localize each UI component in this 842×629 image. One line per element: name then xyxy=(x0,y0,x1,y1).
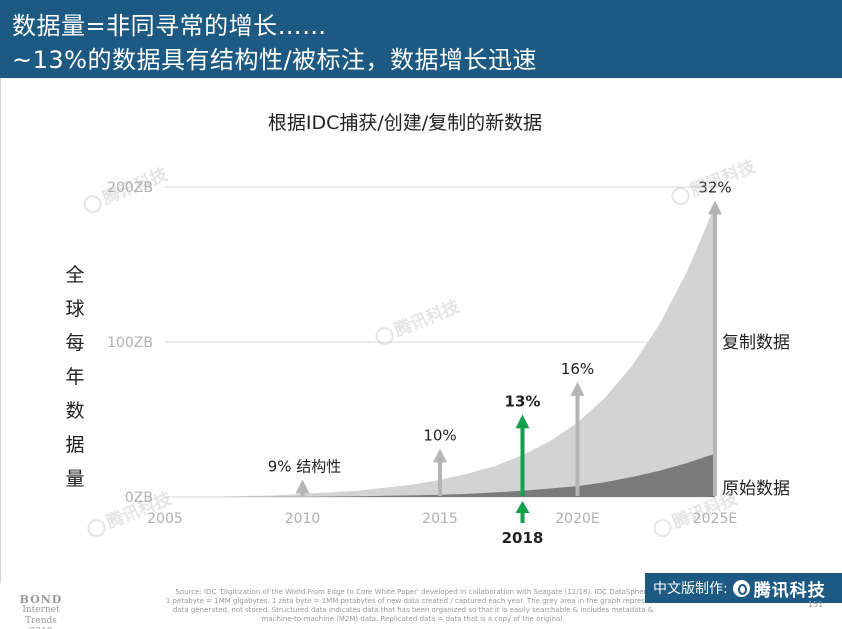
y-tick-label: 100ZB xyxy=(107,335,153,351)
page-number: 151 xyxy=(808,600,824,609)
x-tick-label: 2015 xyxy=(422,511,458,527)
credit-label: 中文版制作: xyxy=(653,581,728,597)
y-axis-label-char: 球 xyxy=(65,298,85,320)
y-axis-label-char: 每 xyxy=(65,332,85,354)
credit-brand: 腾讯科技 xyxy=(753,580,826,601)
y-axis-label: 全球每年数据量 xyxy=(60,258,90,496)
arrow-shaft xyxy=(575,393,580,496)
x-tick-label: 2010 xyxy=(285,511,321,527)
y-axis-label-char: 量 xyxy=(65,468,85,490)
share-label: 13% xyxy=(505,392,541,410)
y-tick-label: 0ZB xyxy=(125,490,153,506)
source-line: data generated, not stored. Structured d… xyxy=(172,606,654,614)
arrow-head xyxy=(515,414,530,429)
share-label: 32% xyxy=(698,179,731,197)
series-label: 原始数据 xyxy=(722,479,790,499)
arrow-shaft xyxy=(713,212,717,496)
x-tick-label: 2005 xyxy=(147,511,183,527)
chart-title: 根据IDC捕获/创建/复制的新数据 xyxy=(267,112,543,134)
share-label: 16% xyxy=(561,360,594,378)
title-banner: 数据量=非同寻常的增长…… ~13%的数据具有结构性/被标注，数据增长迅速 xyxy=(0,0,842,78)
page-subtitle: ~13%的数据具有结构性/被标注，数据增长迅速 xyxy=(12,46,538,74)
y-axis-label-char: 年 xyxy=(65,366,85,388)
series-label: 复制数据 xyxy=(722,333,790,353)
arrow-head xyxy=(433,448,447,463)
highlight-year-label: 2018 xyxy=(502,529,544,547)
y-axis-label-char: 数 xyxy=(65,400,85,422)
source-line: 1 petabyte = 1MM gigabytes, 1 zeta byte … xyxy=(165,597,661,605)
y-axis-label-char: 全 xyxy=(65,264,85,286)
x-tick-label: 2020E xyxy=(555,511,599,527)
arrow-head xyxy=(708,200,722,215)
arrow-shaft xyxy=(520,426,525,496)
report-year-label: 2019 xyxy=(6,627,76,629)
highlight-arrow-head xyxy=(515,501,530,513)
source-line: machine-to-machine (M2M) data. Replicate… xyxy=(261,615,565,623)
arrow-shaft xyxy=(438,460,442,496)
highlight-arrow-shaft xyxy=(520,511,525,523)
arrow-shaft xyxy=(300,491,305,496)
source-note: Source: IDC 'Digitization of the World F… xyxy=(158,588,668,624)
y-axis-label-char: 据 xyxy=(65,434,85,456)
left-border-line xyxy=(0,78,1,583)
credit-bar: 中文版制作: 腾讯科技 xyxy=(645,573,842,603)
share-label: 9% 结构性 xyxy=(268,458,342,476)
bond-label: BOND xyxy=(19,593,63,606)
page-title: 数据量=非同寻常的增长…… xyxy=(12,12,327,40)
tencent-logo-icon xyxy=(732,579,750,597)
share-label: 10% xyxy=(423,427,456,445)
x-tick-label: 2025E xyxy=(693,511,737,527)
source-line: Source: IDC 'Digitization of the World F… xyxy=(175,588,651,596)
arrow-head xyxy=(570,381,585,396)
internet-trends-label: Internet Trends xyxy=(22,605,60,626)
y-tick-label: 200ZB xyxy=(107,180,153,196)
bond-logo: BOND Internet Trends 2019 xyxy=(6,594,76,629)
arrow-head xyxy=(295,479,310,494)
